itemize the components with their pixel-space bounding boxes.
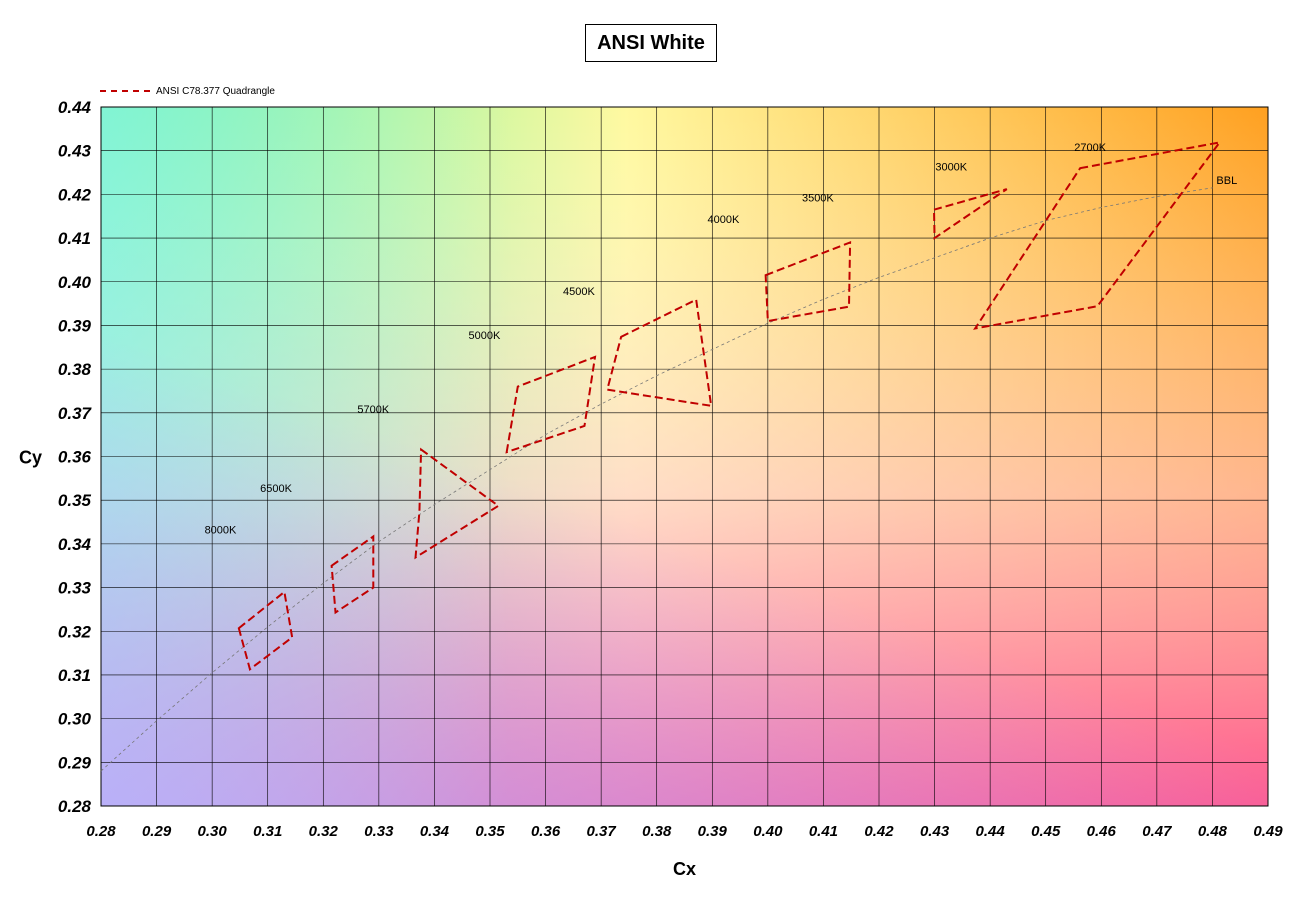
cct-label: 5000K xyxy=(469,330,501,342)
x-axis-label: Cx xyxy=(673,859,696,879)
x-tick-label: 0.47 xyxy=(1142,823,1172,840)
y-tick-label: 0.40 xyxy=(58,273,92,292)
x-tick-label: 0.49 xyxy=(1253,823,1283,840)
cct-label: 3000K xyxy=(935,162,967,174)
bbl-line xyxy=(100,187,1213,772)
x-tick-label: 0.33 xyxy=(364,823,394,840)
x-tick-label: 0.37 xyxy=(587,823,617,840)
y-tick-label: 0.33 xyxy=(58,579,92,598)
x-tick-label: 0.44 xyxy=(976,823,1006,840)
y-tick-label: 0.32 xyxy=(58,622,92,641)
x-tick-label: 0.39 xyxy=(698,823,728,840)
y-tick-label: 0.29 xyxy=(58,753,92,772)
chart-title: ANSI White xyxy=(585,24,717,62)
x-tick-label: 0.30 xyxy=(198,823,228,840)
ansi-quadrangle xyxy=(973,140,1222,330)
cct-label: 8000K xyxy=(205,524,237,536)
cct-label: 4500K xyxy=(563,286,595,298)
y-tick-label: 0.39 xyxy=(58,316,92,335)
y-tick-label: 0.38 xyxy=(58,360,92,379)
ansi-quadrangle xyxy=(237,590,294,671)
cct-label: 5700K xyxy=(357,404,389,416)
legend: ANSI C78.377 Quadrangle xyxy=(100,84,275,98)
y-tick-label: 0.30 xyxy=(58,710,92,729)
cct-label: 2700K xyxy=(1074,142,1106,154)
ansi-quadrangle xyxy=(414,447,501,560)
legend-label: ANSI C78.377 Quadrangle xyxy=(156,85,275,97)
plot-frame xyxy=(100,106,1269,807)
cct-label: 3500K xyxy=(802,192,834,204)
cct-label: 6500K xyxy=(260,483,292,495)
x-tick-label: 0.40 xyxy=(753,823,783,840)
x-tick-label: 0.42 xyxy=(864,823,894,840)
y-tick-label: 0.44 xyxy=(58,98,92,117)
x-tick-label: 0.28 xyxy=(86,823,116,840)
y-tick-label: 0.34 xyxy=(58,535,92,554)
x-tick-label: 0.29 xyxy=(142,823,172,840)
x-tick-label: 0.35 xyxy=(475,823,505,840)
x-tick-label: 0.31 xyxy=(253,823,282,840)
y-tick-label: 0.41 xyxy=(58,229,91,248)
x-tick-label: 0.45 xyxy=(1031,823,1061,840)
y-tick-label: 0.42 xyxy=(58,185,92,204)
x-tick-label: 0.36 xyxy=(531,823,561,840)
ansi-quadrangle xyxy=(764,240,852,323)
x-tick-label: 0.43 xyxy=(920,823,950,840)
bbl-label: BBL xyxy=(1216,175,1237,187)
x-tick-label: 0.48 xyxy=(1198,823,1228,840)
legend-swatch xyxy=(100,90,150,92)
x-tick-label: 0.34 xyxy=(420,823,450,840)
x-tick-label: 0.38 xyxy=(642,823,672,840)
y-tick-label: 0.35 xyxy=(58,491,92,510)
x-tick-label: 0.32 xyxy=(309,823,339,840)
y-tick-label: 0.43 xyxy=(58,142,92,161)
ansi-quadrangle xyxy=(330,534,375,615)
y-tick-label: 0.36 xyxy=(58,448,92,467)
ansi-quadrangle xyxy=(505,355,597,454)
y-tick-label: 0.37 xyxy=(58,404,93,423)
cct-label: 4000K xyxy=(707,214,739,226)
ansi-quadrangle xyxy=(933,188,1008,240)
y-tick-label: 0.31 xyxy=(58,666,91,685)
ansi-quadrangle xyxy=(606,298,713,408)
y-axis-label: Cy xyxy=(19,448,42,468)
y-tick-label: 0.28 xyxy=(58,797,92,816)
x-tick-label: 0.41 xyxy=(809,823,838,840)
x-tick-label: 0.46 xyxy=(1087,823,1117,840)
